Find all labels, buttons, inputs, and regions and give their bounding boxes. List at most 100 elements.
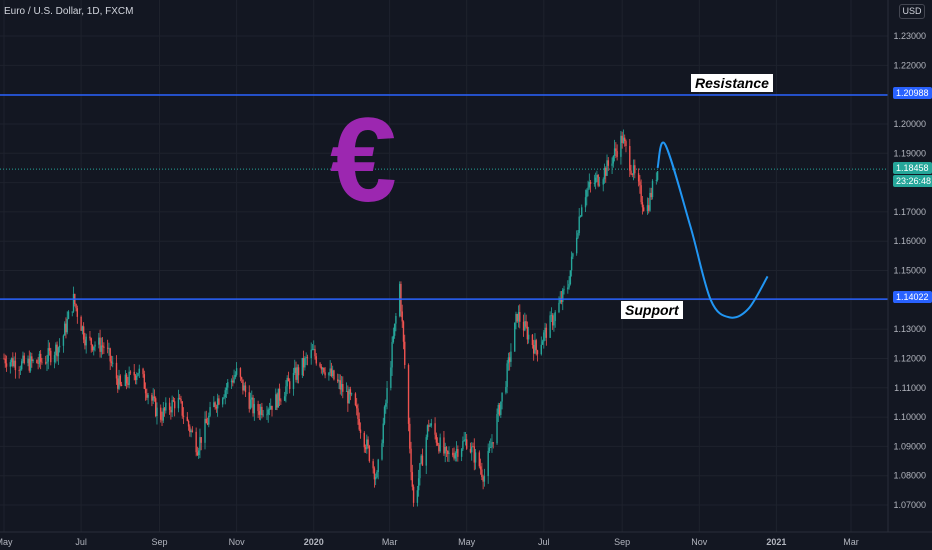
candle-body [216,398,219,409]
candle-body [196,452,199,456]
price-tick-label: 1.22000 [893,60,926,70]
candle-body [439,437,441,452]
candle-body [498,404,501,415]
price-tick-label: 1.15000 [893,266,926,276]
resistance-note[interactable]: Resistance [691,74,773,92]
candle-body [163,408,166,411]
levels-layer [0,94,888,300]
candle-body [171,400,173,413]
candle-body [354,393,357,406]
candle-body [517,312,520,322]
time-axis[interactable]: May Jul Sep Nov 2020 Mar May Jul Sep Nov 2021 Mar [0,531,932,547]
candle-body [474,452,477,463]
candle-body [554,312,556,321]
candles-layer [3,129,659,507]
candle-body [568,284,570,288]
candle-body [47,348,49,362]
candle-body [71,311,73,313]
candle-body [209,407,211,416]
candle-body [455,449,458,454]
candle-body [267,409,269,415]
candle-body [275,394,277,410]
candle-body [41,361,43,363]
candle-body [118,375,120,389]
candle-body [270,405,272,410]
time-tick-label: May [0,537,13,547]
candle-body [200,437,202,443]
candle-body [304,357,306,368]
price-axis[interactable]: 1.230001.220001.210001.200001.190001.180… [887,0,926,532]
candle-body [410,448,412,473]
candle-body [348,389,350,404]
candle-body [234,374,237,378]
time-tick-label: Mar [382,537,398,547]
candle-body [345,391,348,392]
candle-body [391,342,393,368]
candle-body [508,357,511,362]
candle-body [622,137,625,144]
candle-body [98,337,100,345]
candle-body [404,341,406,366]
candle-body [129,371,132,373]
candle-body [328,372,330,376]
currency-button[interactable]: USD [899,4,925,19]
candle-body [112,362,114,364]
candle-body [18,370,20,371]
candle-body [296,367,298,380]
candle-body [656,171,659,180]
candle-body [53,355,56,363]
candle-body [266,414,268,416]
projection-layer [656,141,769,319]
candle-body [320,366,323,370]
candle-body [398,283,401,316]
candle-body [294,367,296,373]
candle-body [4,358,6,364]
candle-body [230,380,233,383]
candle-body [639,181,641,186]
candle-body [10,358,13,363]
candle-body [632,165,635,175]
candle-body [448,452,450,454]
candle-body [27,358,29,364]
candle-body [205,418,207,424]
candle-body [261,406,263,416]
candle-body [630,170,632,175]
candle-body [550,315,553,317]
candle-body [252,397,254,414]
candle-body [199,437,201,451]
candle-body [313,349,315,350]
candle-body [189,426,191,433]
candle-body [144,388,147,394]
candle-body [487,450,489,477]
resistance-price-tag: 1.20988 [893,87,932,99]
candle-body [127,383,129,385]
time-tick-label: 2020 [304,537,324,547]
candle-body [496,414,498,444]
candle-body [562,289,564,302]
candle-body [32,360,34,362]
candle-body [350,393,353,395]
candle-body [242,379,244,391]
candle-body [419,463,421,479]
candle-body [602,179,604,185]
candle-body [443,437,445,454]
candle-body [349,389,352,395]
candle-body [249,399,252,409]
candle-body [115,362,118,379]
candle-body [514,322,516,352]
candle-body [57,347,60,357]
candle-body [586,190,588,198]
candle-body [283,396,286,401]
candle-body [222,398,224,405]
support-note[interactable]: Support [621,301,683,319]
candle-body [58,345,61,348]
price-tick-label: 1.16000 [893,236,926,246]
candle-body [333,370,335,380]
time-tick-label: 2021 [766,537,786,547]
candle-body [359,429,362,433]
candle-body [525,321,527,327]
candle-body [558,302,560,313]
candle-body [596,174,598,178]
candle-body [465,439,468,449]
